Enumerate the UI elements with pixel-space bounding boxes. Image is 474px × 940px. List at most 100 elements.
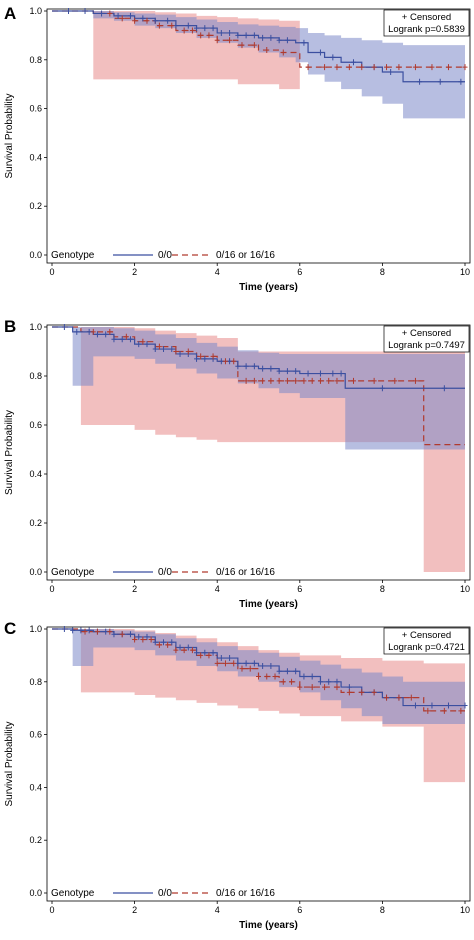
censor-mark xyxy=(247,665,253,672)
logrank-pvalue: Logrank p=0.5839 xyxy=(388,24,465,35)
panel-letter: C xyxy=(4,619,16,638)
censor-mark xyxy=(82,8,88,14)
censor-mark xyxy=(330,54,336,61)
y-tick-label: 1.0 xyxy=(29,322,42,332)
censor-mark xyxy=(301,39,307,46)
censor-mark xyxy=(156,343,162,350)
censor-mark xyxy=(346,64,352,71)
censor-mark xyxy=(111,336,117,343)
censor-mark xyxy=(90,328,96,335)
censor-mark xyxy=(251,660,257,667)
censor-mark xyxy=(194,355,200,362)
plot-frame xyxy=(46,324,471,581)
censor-mark xyxy=(165,17,171,24)
censor-mark xyxy=(251,377,257,384)
x-tick-label: 10 xyxy=(460,905,470,915)
censor-mark xyxy=(198,353,204,360)
censor-mark xyxy=(284,368,290,375)
censor-mark xyxy=(334,684,340,691)
legend-label-series-2: 0/16 or 16/16 xyxy=(216,888,275,899)
censor-mark xyxy=(132,17,138,24)
x-tick-label: 2 xyxy=(132,584,137,594)
censor-mark xyxy=(152,346,158,353)
x-tick-label: 2 xyxy=(132,905,137,915)
censor-mark xyxy=(119,336,125,343)
censor-mark xyxy=(148,636,154,643)
y-tick-label: 0.8 xyxy=(29,371,42,381)
y-tick-label: 0.6 xyxy=(29,104,42,114)
censor-mark xyxy=(74,328,80,335)
censor-mark xyxy=(384,694,390,701)
censor-mark xyxy=(82,628,88,635)
censor-mark xyxy=(284,377,290,384)
censor-mark xyxy=(260,662,266,669)
x-tick-label: 0 xyxy=(49,267,54,277)
censor-mark xyxy=(123,333,129,340)
censor-mark xyxy=(94,628,100,635)
censor-mark xyxy=(185,644,191,651)
censor-mark xyxy=(222,358,228,365)
censor-mark xyxy=(322,684,328,691)
censor-mark xyxy=(198,652,204,659)
legend-title: Genotype xyxy=(51,567,95,578)
censor-mark xyxy=(301,673,307,680)
censor-mark xyxy=(256,673,261,680)
y-tick-label: 0.8 xyxy=(29,677,42,687)
x-tick-label: 4 xyxy=(215,267,220,277)
censor-mark xyxy=(107,328,113,335)
censor-mark xyxy=(425,707,431,714)
censor-mark xyxy=(293,377,299,384)
censor-mark xyxy=(334,64,340,71)
censored-label: + Censored xyxy=(402,12,451,23)
panel-c: C 0.0 0.2 0.4 0.6 0.8 1.0 0 2 4 6 8 10 Time (years) Su… xyxy=(4,619,471,931)
censor-mark xyxy=(268,662,274,669)
censor-mark xyxy=(458,707,464,714)
censor-mark xyxy=(61,324,67,330)
censor-mark xyxy=(227,655,233,662)
censor-mark xyxy=(140,636,146,643)
censor-mark xyxy=(231,358,237,365)
censor-mark xyxy=(235,363,241,370)
censor-mark xyxy=(239,665,245,672)
censor-mark xyxy=(214,37,220,44)
censor-mark xyxy=(103,331,109,338)
censor-mark xyxy=(458,78,464,85)
censor-mark xyxy=(127,12,133,19)
y-tick-label: 0.6 xyxy=(29,420,42,430)
censor-mark xyxy=(462,702,468,709)
censor-mark xyxy=(305,64,311,71)
censor-mark xyxy=(264,673,270,680)
censored-label: + Censored xyxy=(402,328,451,339)
censor-mark xyxy=(441,385,447,392)
plot-frame xyxy=(46,626,471,902)
y-tick-label: 0.4 xyxy=(29,469,42,479)
censor-mark xyxy=(189,647,195,654)
censor-mark xyxy=(384,64,390,71)
censor-mark xyxy=(243,660,249,667)
censor-mark xyxy=(227,29,233,36)
censor-mark xyxy=(317,370,323,377)
confidence-band-series-2 xyxy=(52,629,465,783)
logrank-pvalue: Logrank p=0.4721 xyxy=(388,642,465,653)
y-tick-label: 0.4 xyxy=(29,782,42,792)
x-tick-label: 8 xyxy=(380,584,385,594)
y-tick-label: 0.2 xyxy=(29,201,42,211)
censor-mark xyxy=(218,655,224,662)
censor-mark xyxy=(169,22,175,29)
x-tick-label: 6 xyxy=(297,267,302,277)
censor-mark xyxy=(177,350,183,357)
censor-mark xyxy=(417,78,423,85)
censor-mark xyxy=(359,689,365,696)
censor-mark xyxy=(173,348,179,355)
censor-mark xyxy=(136,633,142,640)
censor-mark xyxy=(437,78,443,85)
legend-label-series-1: 0/0 xyxy=(158,567,172,578)
censor-mark xyxy=(441,707,447,714)
confidence-band-series-1 xyxy=(52,327,465,450)
censor-mark xyxy=(350,59,356,66)
censor-mark xyxy=(322,64,328,71)
y-tick-label: 0.0 xyxy=(29,567,42,577)
censor-mark xyxy=(371,377,377,384)
confidence-band-series-1 xyxy=(52,11,465,119)
